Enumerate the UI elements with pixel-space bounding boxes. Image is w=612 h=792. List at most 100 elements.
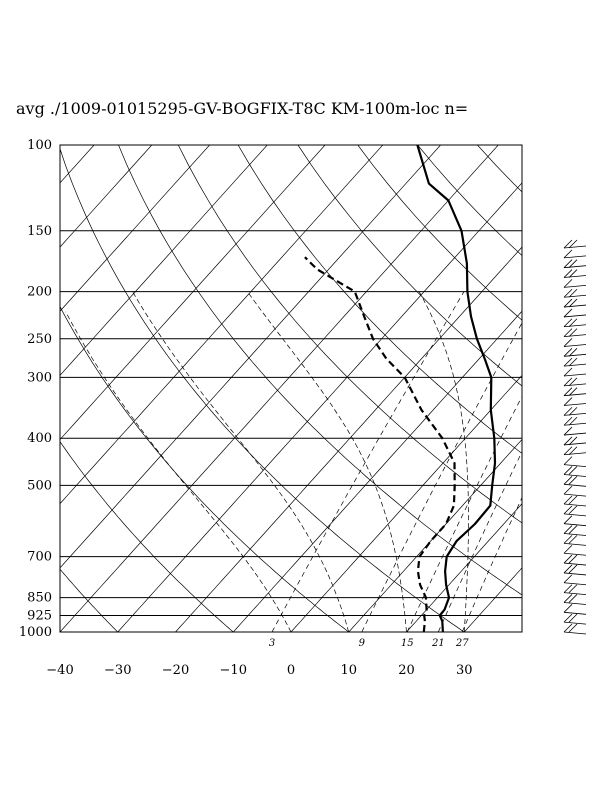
wind-barb-flag — [568, 535, 578, 544]
wind-barb-flag — [568, 298, 578, 308]
temperature-tick-label: 0 — [287, 663, 295, 678]
wind-barb-staff — [563, 572, 587, 576]
moist-adiabat-line — [65, 311, 292, 632]
wind-barb — [563, 357, 587, 367]
wind-barb-flag — [568, 348, 578, 357]
wind-barb — [563, 259, 587, 269]
wind-barb-flag — [563, 574, 573, 584]
mixing-ratio-line — [361, 322, 522, 632]
wind-barb — [563, 397, 587, 406]
background-lines — [60, 145, 612, 632]
wind-barb — [563, 594, 587, 605]
wind-barb-staff — [563, 611, 587, 615]
temperature-tick-label: −40 — [46, 663, 73, 678]
wind-barb-flag — [563, 476, 573, 485]
wind-barb — [563, 525, 587, 536]
wind-barb-staff — [563, 412, 587, 416]
wind-barb — [563, 377, 587, 387]
wind-barb-flag — [563, 348, 573, 357]
wind-barb-staff — [563, 284, 587, 288]
wind-barb-flag — [563, 505, 573, 515]
moist-adiabat-line — [132, 291, 350, 632]
wind-barb-flag — [563, 259, 573, 268]
wind-barb-flag — [563, 377, 573, 387]
pressure-tick-label: 400 — [27, 431, 52, 446]
wind-barb-staff — [563, 393, 587, 397]
temperature-tick-label: 20 — [398, 663, 415, 678]
temperature-profile — [416, 145, 497, 632]
mixing-ratio-line — [461, 496, 522, 632]
isotherm-line — [175, 246, 522, 632]
wind-barb-flag — [563, 544, 573, 554]
wind-barb-flag — [563, 308, 573, 318]
wind-barb-flag — [563, 436, 573, 446]
mixing-ratio-line — [271, 291, 465, 632]
wind-barb — [563, 249, 587, 259]
wind-barb-staff — [563, 363, 587, 367]
moist-adiabat-line — [247, 291, 407, 632]
wind-barb-flag — [568, 288, 578, 298]
wind-barb-flag — [568, 446, 578, 456]
wind-barb-flag — [568, 436, 578, 446]
wind-barb-staff — [563, 464, 587, 468]
pressure-tick-label: 200 — [27, 285, 52, 300]
wind-barb-staff — [563, 552, 587, 556]
wind-barb-flag — [563, 564, 573, 574]
wind-barb — [563, 584, 587, 596]
moist-adiabat-line — [418, 291, 469, 632]
isotherm-line — [580, 145, 612, 632]
wind-barb-flag — [563, 485, 573, 495]
pressure-tick-label: 150 — [27, 224, 52, 239]
wind-barb — [563, 416, 587, 426]
wind-barb-staff — [563, 523, 587, 527]
dry-adiabat-line — [60, 568, 119, 632]
wind-barb-flag — [568, 564, 578, 574]
pressure-tick-label: 925 — [27, 609, 52, 624]
wind-barb-staff — [563, 474, 587, 477]
pressure-tick-label: 300 — [27, 370, 52, 385]
wind-barb-staff — [563, 265, 587, 269]
wind-barb — [563, 426, 587, 436]
dry-adiabat-line — [60, 305, 350, 632]
wind-barb-staff — [563, 592, 587, 596]
wind-barb-staff — [563, 602, 587, 605]
wind-barb-staff — [563, 422, 587, 426]
wind-barb — [563, 476, 587, 487]
wind-barb-flag — [563, 397, 573, 406]
wind-barb-staff — [563, 255, 587, 259]
wind-barb-flag — [568, 416, 578, 426]
temperature-tick-label: −10 — [220, 663, 247, 678]
wind-barb — [563, 308, 587, 318]
wind-barb — [563, 348, 587, 357]
wind-barb-staff — [563, 334, 587, 338]
wind-barb-flag — [563, 288, 573, 298]
pressure-tick-label: 1000 — [19, 625, 52, 640]
wind-barb — [563, 298, 587, 308]
isotherm-line — [290, 374, 522, 632]
wind-barb-flag — [563, 426, 573, 436]
wind-barb-flag — [563, 584, 573, 593]
wind-barb — [563, 544, 587, 556]
dry-adiabat-line — [477, 145, 522, 193]
wind-barb-flag — [568, 407, 578, 416]
wind-barb-flag — [568, 318, 578, 328]
wind-barb-flag — [563, 298, 573, 308]
isotherm-line — [521, 631, 522, 632]
wind-barb-staff — [563, 503, 587, 507]
wind-barb-flag — [568, 239, 578, 249]
wind-barb-flag — [568, 269, 578, 278]
pressure-tick-label: 250 — [27, 332, 52, 347]
wind-barb-flag — [563, 387, 573, 396]
mixing-ratio-label: 9 — [359, 638, 366, 649]
wind-barb-staff — [563, 562, 587, 566]
wind-barb — [563, 604, 587, 615]
wind-barb-staff — [563, 483, 587, 487]
wind-barb-flag — [563, 407, 573, 416]
wind-barb-flag — [568, 476, 578, 485]
wind-barb — [563, 446, 587, 456]
temperature-tick-label: −20 — [162, 663, 189, 678]
wind-barb-flag — [568, 525, 578, 534]
wind-barb-flag — [563, 613, 573, 623]
wind-barb-staff — [563, 513, 587, 517]
